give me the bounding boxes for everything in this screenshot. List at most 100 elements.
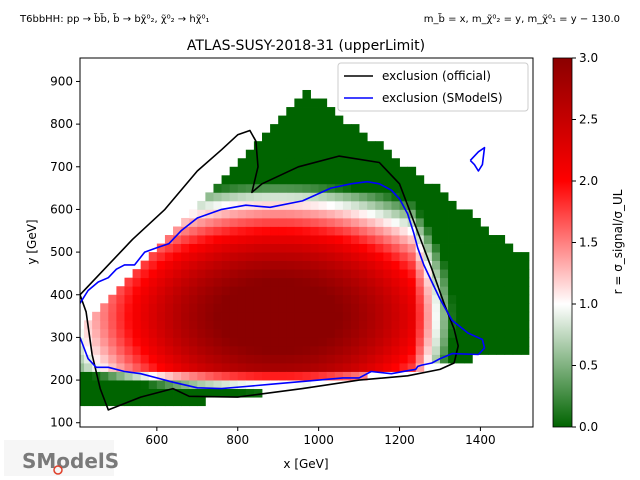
heatmap-cell [164,235,174,244]
heatmap-cell [448,243,457,253]
heatmap-cell [334,175,344,185]
heatmap-cell [375,200,384,210]
heatmap-cell [456,354,465,364]
heatmap-cell [439,320,449,330]
heatmap-cell [383,320,392,330]
heatmap-cell [213,311,222,321]
heatmap-cell [156,328,166,338]
heatmap-cell [92,388,101,398]
heatmap-cell [262,303,271,313]
heatmap-cell [399,311,409,321]
heatmap-cell [213,345,222,355]
heatmap-cell [326,260,336,270]
heatmap-cell [334,311,344,321]
heatmap-cell [407,286,417,296]
heatmap-cell [229,243,239,253]
heatmap-cell [278,115,287,125]
heatmap-cell [294,226,303,236]
heatmap-cell [431,209,441,219]
heatmap-cell [367,363,376,372]
heatmap-cell [407,243,417,253]
heatmap-cell [286,311,295,321]
heatmap-cell [116,303,125,313]
y-tick-label: 600 [50,202,73,216]
heatmap-cell [423,311,433,321]
heatmap-cell [326,286,336,296]
heatmap-cell [213,192,222,202]
heatmap-cell [205,311,214,321]
heatmap-cell [318,286,328,296]
heatmap-cell [245,311,255,321]
heatmap-cell [415,269,425,279]
heatmap-cell [164,252,174,262]
heatmap-cell [124,294,133,304]
heatmap-cell [350,141,360,151]
heatmap-cell [108,311,117,321]
heatmap-cell [415,337,425,347]
heatmap-cell [189,380,198,390]
heatmap-cell [294,141,303,151]
heatmap-cell [294,235,303,244]
heatmap-cell [164,303,174,313]
heatmap-cell [342,183,352,193]
heatmap-cell [439,243,449,253]
heatmap-cell [132,371,142,381]
heatmap-cell [140,388,150,398]
heatmap-cell [318,252,328,262]
heatmap-cell [431,345,441,355]
heatmap-cell [488,243,497,253]
heatmap-cell [205,252,214,262]
heatmap-cell [181,320,190,330]
heatmap-cell [439,277,449,287]
heatmap-cell [375,217,384,227]
heatmap-cell [439,252,449,262]
heatmap-cell [520,286,530,296]
heatmap-cell [302,183,311,193]
heatmap-cell [326,209,336,219]
heatmap-cell [407,192,417,202]
heatmap-cell [439,192,449,202]
heatmap-cell [383,328,392,338]
heatmap-cell [253,209,263,219]
heatmap-cell [294,328,303,338]
y-axis-ticks: 100 200 300 400 500 600 700 800 900 [50,74,80,430]
heatmap-cell [173,277,182,287]
heatmap-cell [415,243,425,253]
heatmap-cell [431,243,441,253]
heatmap-cell [302,217,311,227]
heatmap-cell [302,277,311,287]
heatmap-cell [270,192,279,202]
heatmap-cell [326,175,336,185]
heatmap-cell [488,252,497,262]
heatmap-cell [156,277,166,287]
heatmap-cell [92,397,101,407]
heatmap-cell [391,354,400,364]
heatmap-cell [359,354,368,364]
heatmap-cell [270,337,279,347]
heatmap-cell [156,337,166,347]
heatmap-cell [350,286,360,296]
heatmap-cell [213,277,222,287]
heatmap-cell [286,183,295,193]
heatmap-cell [302,141,311,151]
series-line-2 [469,146,486,172]
heatmap-cell [278,337,287,347]
heatmap-cell [278,354,287,364]
colorbar-label: r = σ_signal/σ_UL [611,189,625,294]
heatmap-cell [448,260,457,270]
heatmap-cell [294,371,303,381]
heatmap-cell [132,397,142,407]
heatmap-cell [350,158,360,168]
heatmap-cell [237,380,247,390]
heatmap-cell [80,371,85,381]
heatmap-cell [164,243,174,253]
heatmap-cell [464,209,473,219]
heatmap-cell [229,260,239,270]
heatmap-cell [294,209,303,219]
heatmap-cell [262,141,271,151]
heatmap-cell [472,345,481,355]
heatmap-cell [245,217,255,227]
heatmap-cell [512,311,522,321]
heatmap-cell [237,260,247,270]
heatmap-cell [318,294,328,304]
